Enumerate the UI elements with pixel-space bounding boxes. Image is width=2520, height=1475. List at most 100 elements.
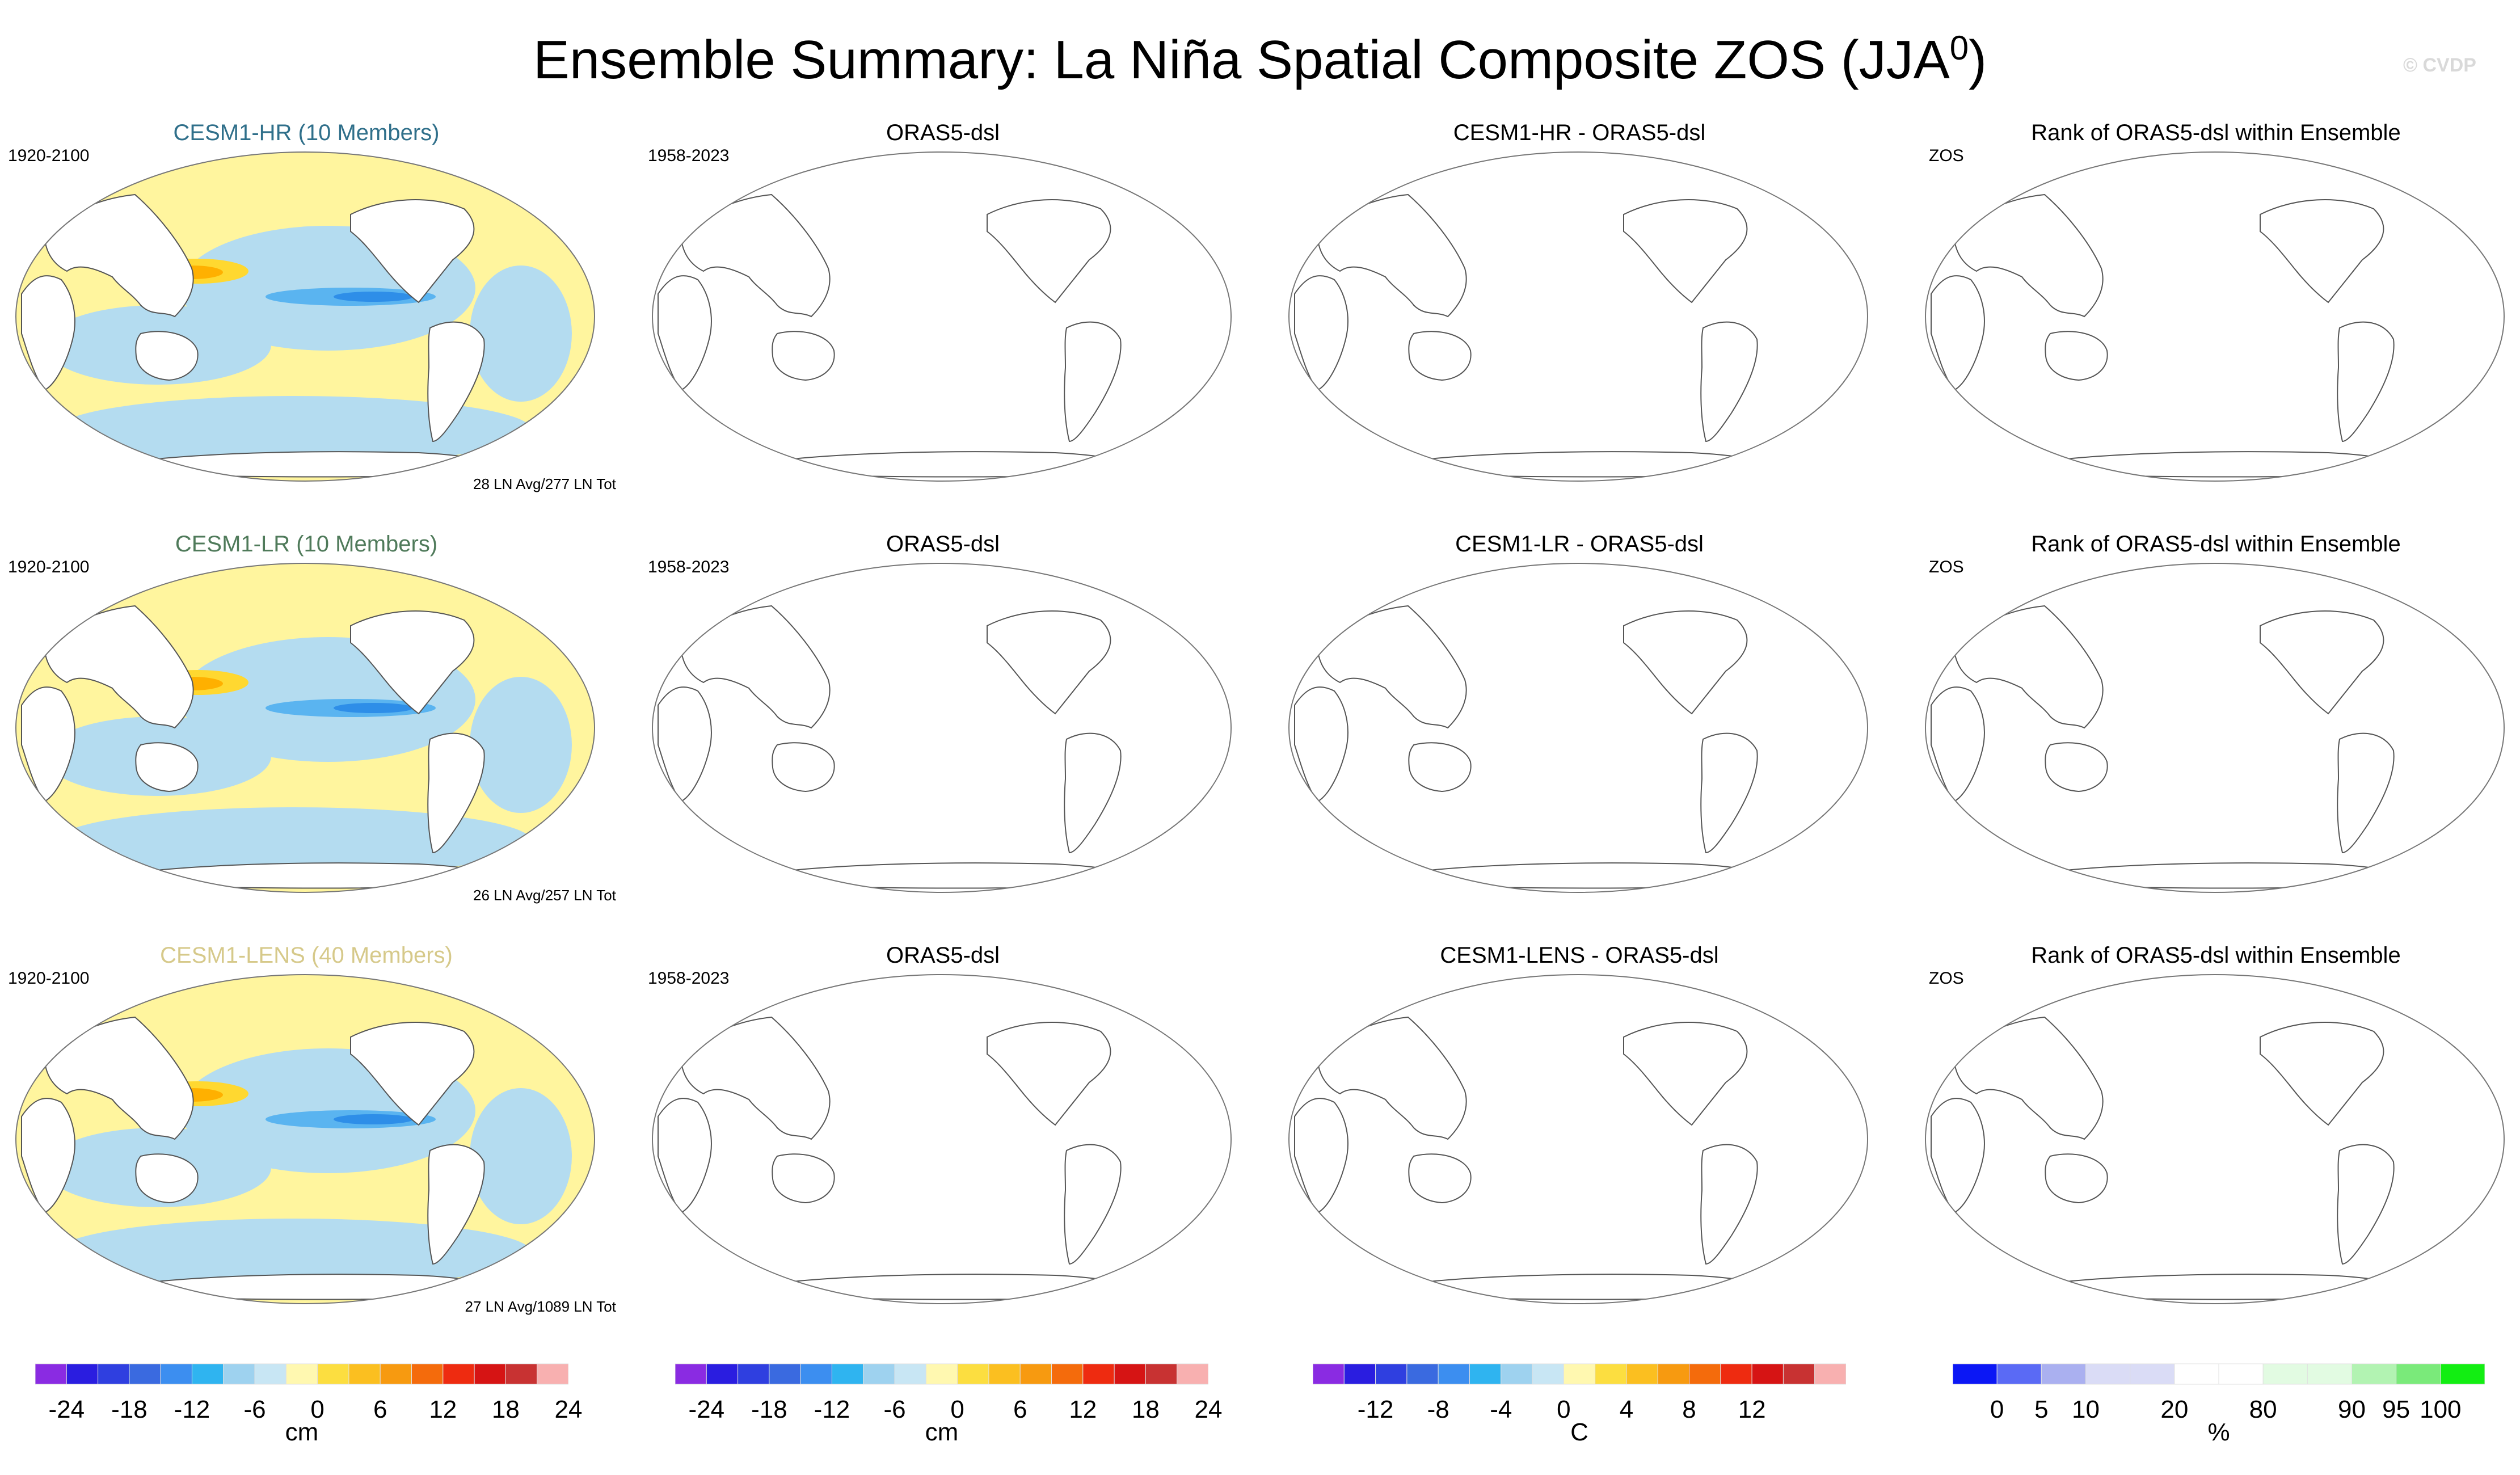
colorbar-tick-label: -24 [688, 1396, 725, 1423]
colorbar-box [1406, 1363, 1439, 1385]
colorbar-box [769, 1363, 801, 1385]
continent-africaEurope [21, 1098, 75, 1214]
watermark: © CVDP [2403, 54, 2476, 76]
continent-antarctica [2004, 862, 2432, 889]
colorbar-tick-label: 6 [373, 1396, 387, 1423]
world-map-filled [15, 563, 595, 893]
colorbar-box [160, 1363, 192, 1385]
colorbar-boxes [35, 1363, 568, 1385]
panel-footer: 28 LN Avg/277 LN Tot [473, 475, 616, 492]
colorbar-box [348, 1363, 381, 1385]
colorbar-box [863, 1363, 895, 1385]
continent-asia [43, 193, 194, 318]
colorbar-tick-label: 24 [554, 1396, 583, 1423]
colorbar-tick-label: 18 [491, 1396, 520, 1423]
continent-asia [680, 193, 831, 318]
continent-africaEurope [21, 686, 75, 803]
colorbar-tick-label: 90 [2338, 1396, 2366, 1423]
colorbar-box [800, 1363, 832, 1385]
continent-africaEurope [658, 686, 712, 803]
panel-period: 1958-2023 [648, 146, 730, 165]
map-content [16, 975, 595, 1304]
negative-anomaly-core [334, 1114, 413, 1124]
colorbar-tick-label: 0 [950, 1396, 964, 1423]
colorbar-box [1689, 1363, 1721, 1385]
continent-northAmerica [350, 199, 475, 304]
colorbar-box [1177, 1363, 1208, 1385]
continent-southAmerica [2337, 321, 2395, 442]
colorbar-tick-label: 18 [1131, 1396, 1160, 1423]
panel-variable: ZOS [1929, 146, 1964, 165]
colorbar-tick-label: 95 [2382, 1396, 2411, 1423]
panel-period: 1958-2023 [648, 558, 730, 576]
panel-obs-row-3: ORAS5-dsl 1958-2023 [637, 942, 1249, 1350]
map-frame [15, 563, 595, 893]
continent-antarctica [1368, 1274, 1796, 1300]
continent-australia [1408, 742, 1472, 793]
colorbar-box [2440, 1363, 2485, 1385]
continent-australia [1408, 1153, 1472, 1204]
continent-antarctica [2004, 1274, 2432, 1300]
colorbar-boxes [675, 1363, 1208, 1385]
continent-northAmerica [2260, 1022, 2384, 1126]
colorbar-box [1343, 1363, 1376, 1385]
colorbar-tick-label: -4 [1490, 1396, 1512, 1423]
colorbar-box [1720, 1363, 1752, 1385]
continent-southAmerica [427, 321, 485, 442]
colorbar-unit-label: cm [925, 1418, 959, 1446]
colorbar-tick-label: -8 [1427, 1396, 1449, 1423]
colorbar-box [2352, 1363, 2397, 1385]
continent-asia [1316, 605, 1467, 729]
continent-africaEurope [1931, 686, 1985, 803]
colorbar-box [2218, 1363, 2264, 1385]
colorbar-box [1953, 1363, 1998, 1385]
colorbar-box [1375, 1363, 1408, 1385]
continent-africaEurope [1294, 275, 1349, 391]
world-map-empty [1288, 151, 1868, 482]
colorbar-box [98, 1363, 130, 1385]
continent-northAmerica [2260, 610, 2384, 715]
colorbar-box [191, 1363, 224, 1385]
continent-northAmerica [987, 610, 1111, 715]
world-map-empty [1925, 151, 2505, 482]
panel-title: CESM1-LR - ORAS5-dsl [1455, 532, 1704, 557]
continent-asia [680, 605, 831, 729]
panel-obs-row-2: ORAS5-dsl 1958-2023 [637, 530, 1249, 939]
colorbar-tick-label: -12 [1357, 1396, 1394, 1423]
panel-diff-row-1: CESM1-HR - ORAS5-dsl [1273, 119, 1886, 528]
colorbar-unit-label: % [2207, 1418, 2230, 1446]
continent-northAmerica [1623, 1022, 1748, 1126]
continent-africaEurope [1931, 1098, 1985, 1214]
colorbar-box [1469, 1363, 1502, 1385]
colorbar-box [1019, 1363, 1052, 1385]
colorbar-boxes [1313, 1363, 1846, 1385]
continent-australia [2045, 742, 2108, 793]
colorbar-tick-label: 20 [2160, 1396, 2189, 1423]
continent-southAmerica [1064, 732, 1122, 854]
map-content [1294, 605, 1796, 889]
map-frame [1288, 974, 1868, 1304]
colorbar-tick-label: 12 [429, 1396, 457, 1423]
panel-title: Rank of ORAS5-dsl within Ensemble [2031, 943, 2401, 968]
colorbar-box [1501, 1363, 1533, 1385]
colorbar-tick-label: -18 [751, 1396, 787, 1423]
continent-northAmerica [987, 199, 1111, 304]
continent-northAmerica [987, 1022, 1111, 1126]
panel-rank-row-3: Rank of ORAS5-dsl within Ensemble ZOS [1910, 942, 2520, 1350]
negative-anomaly-region [470, 677, 572, 813]
map-frame [15, 974, 595, 1304]
colorbar-box [505, 1363, 538, 1385]
colorbar-box [223, 1363, 255, 1385]
colorbar-tick-label: -6 [883, 1396, 906, 1423]
continent-antarctica [1368, 451, 1796, 478]
panel-title: Rank of ORAS5-dsl within Ensemble [2031, 532, 2401, 557]
continent-southAmerica [2337, 732, 2395, 854]
colorbar-box [66, 1363, 99, 1385]
continent-antarctica [2004, 451, 2432, 478]
continent-southAmerica [2337, 1144, 2395, 1265]
panel-model-row-3: CESM1-LENS (40 Members) 1920-2100 27 LN … [0, 942, 616, 1350]
colorbar-box [285, 1363, 318, 1385]
colorbar-box [380, 1363, 412, 1385]
map-content [16, 563, 595, 892]
continent-australia [2045, 331, 2108, 381]
